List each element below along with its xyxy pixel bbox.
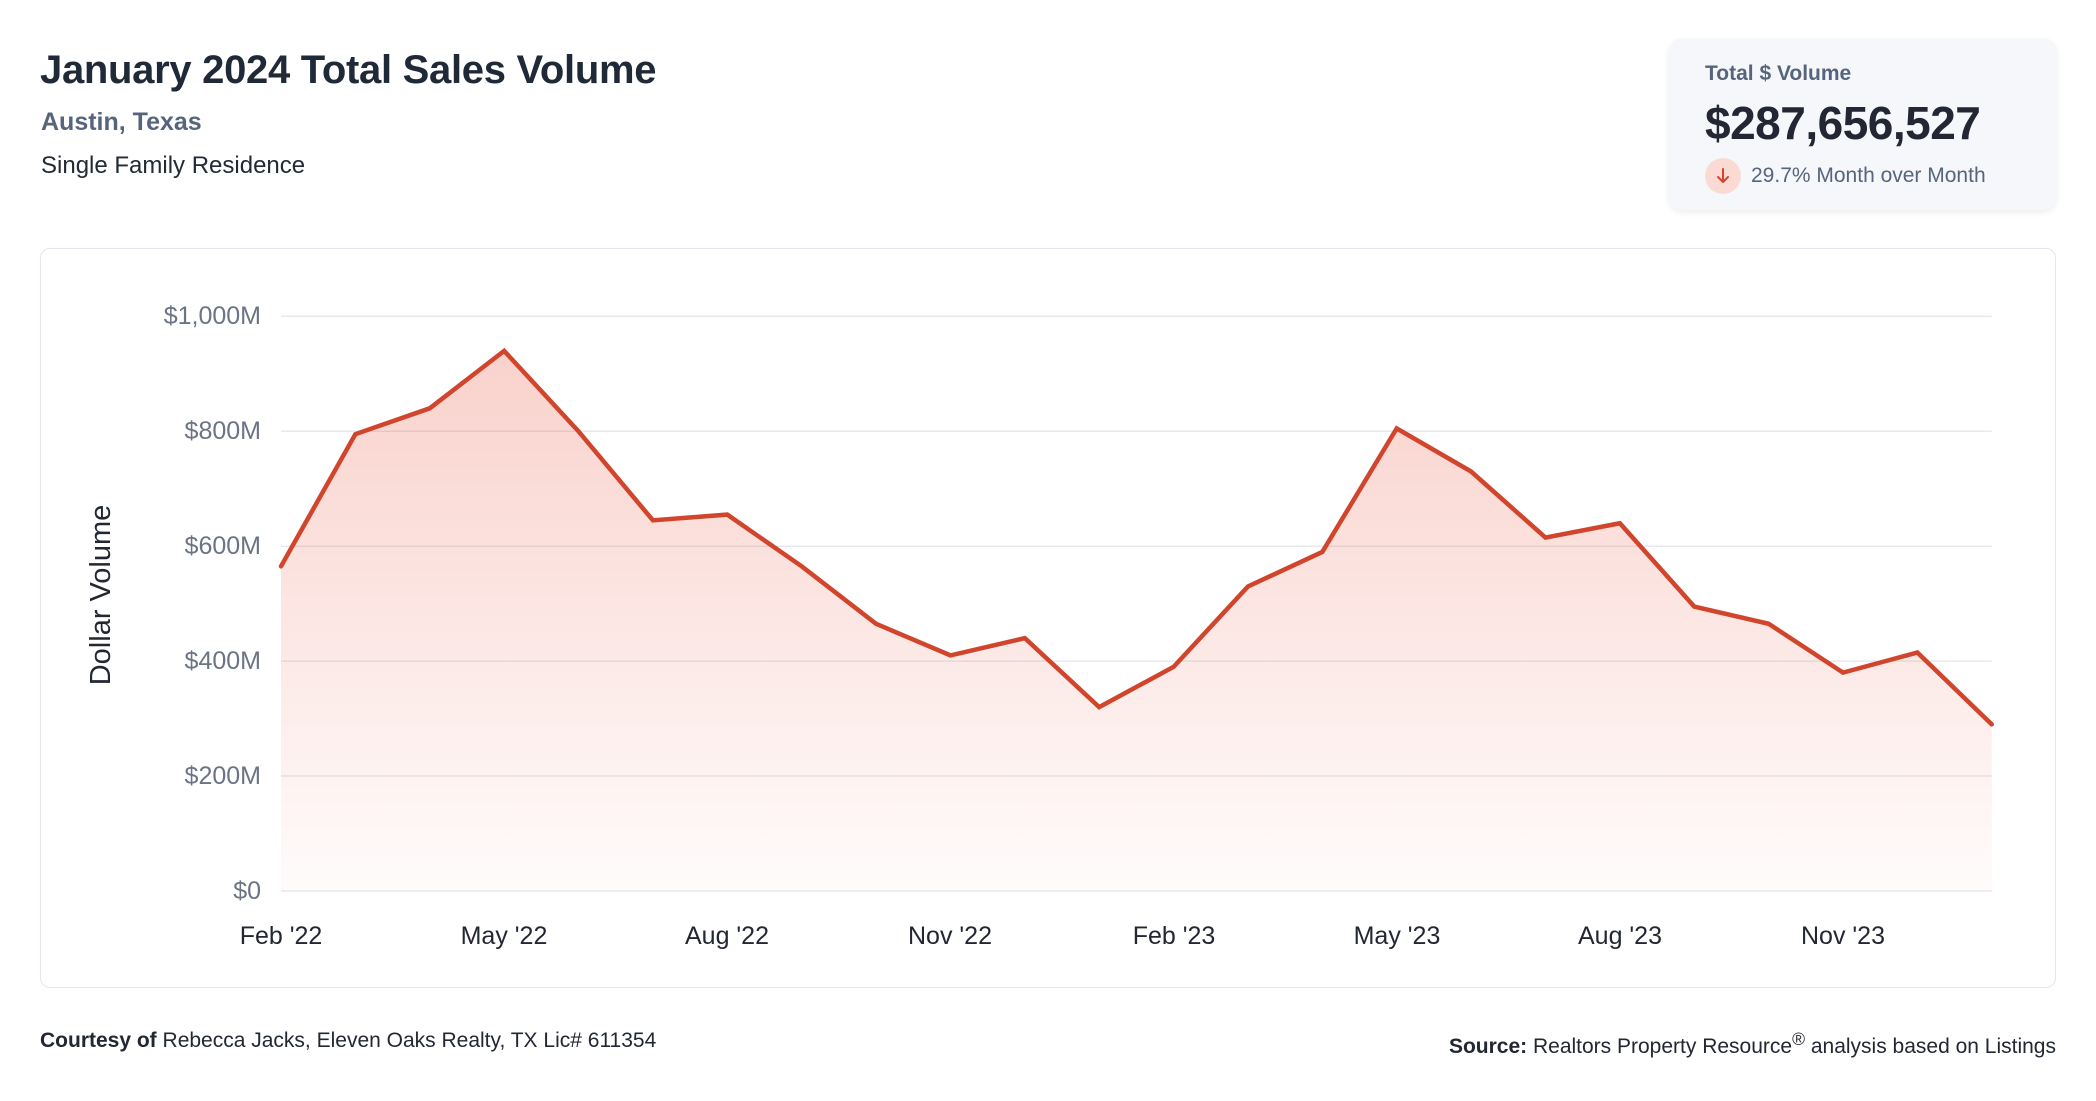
svg-text:Aug '22: Aug '22 <box>685 922 769 950</box>
svg-text:Aug '23: Aug '23 <box>1578 922 1662 950</box>
svg-text:$1,000M: $1,000M <box>164 302 261 330</box>
svg-text:Nov '23: Nov '23 <box>1801 922 1885 950</box>
svg-text:Nov '22: Nov '22 <box>908 922 992 950</box>
svg-text:$400M: $400M <box>185 647 261 675</box>
svg-text:$600M: $600M <box>185 532 261 560</box>
svg-text:$800M: $800M <box>185 417 261 445</box>
svg-text:Dollar Volume: Dollar Volume <box>85 505 117 686</box>
svg-text:May '22: May '22 <box>461 922 548 950</box>
svg-text:May '23: May '23 <box>1354 922 1441 950</box>
svg-text:$200M: $200M <box>185 762 261 790</box>
svg-text:$0: $0 <box>233 877 261 905</box>
svg-text:Feb '23: Feb '23 <box>1133 922 1216 950</box>
svg-text:Feb '22: Feb '22 <box>240 922 323 950</box>
